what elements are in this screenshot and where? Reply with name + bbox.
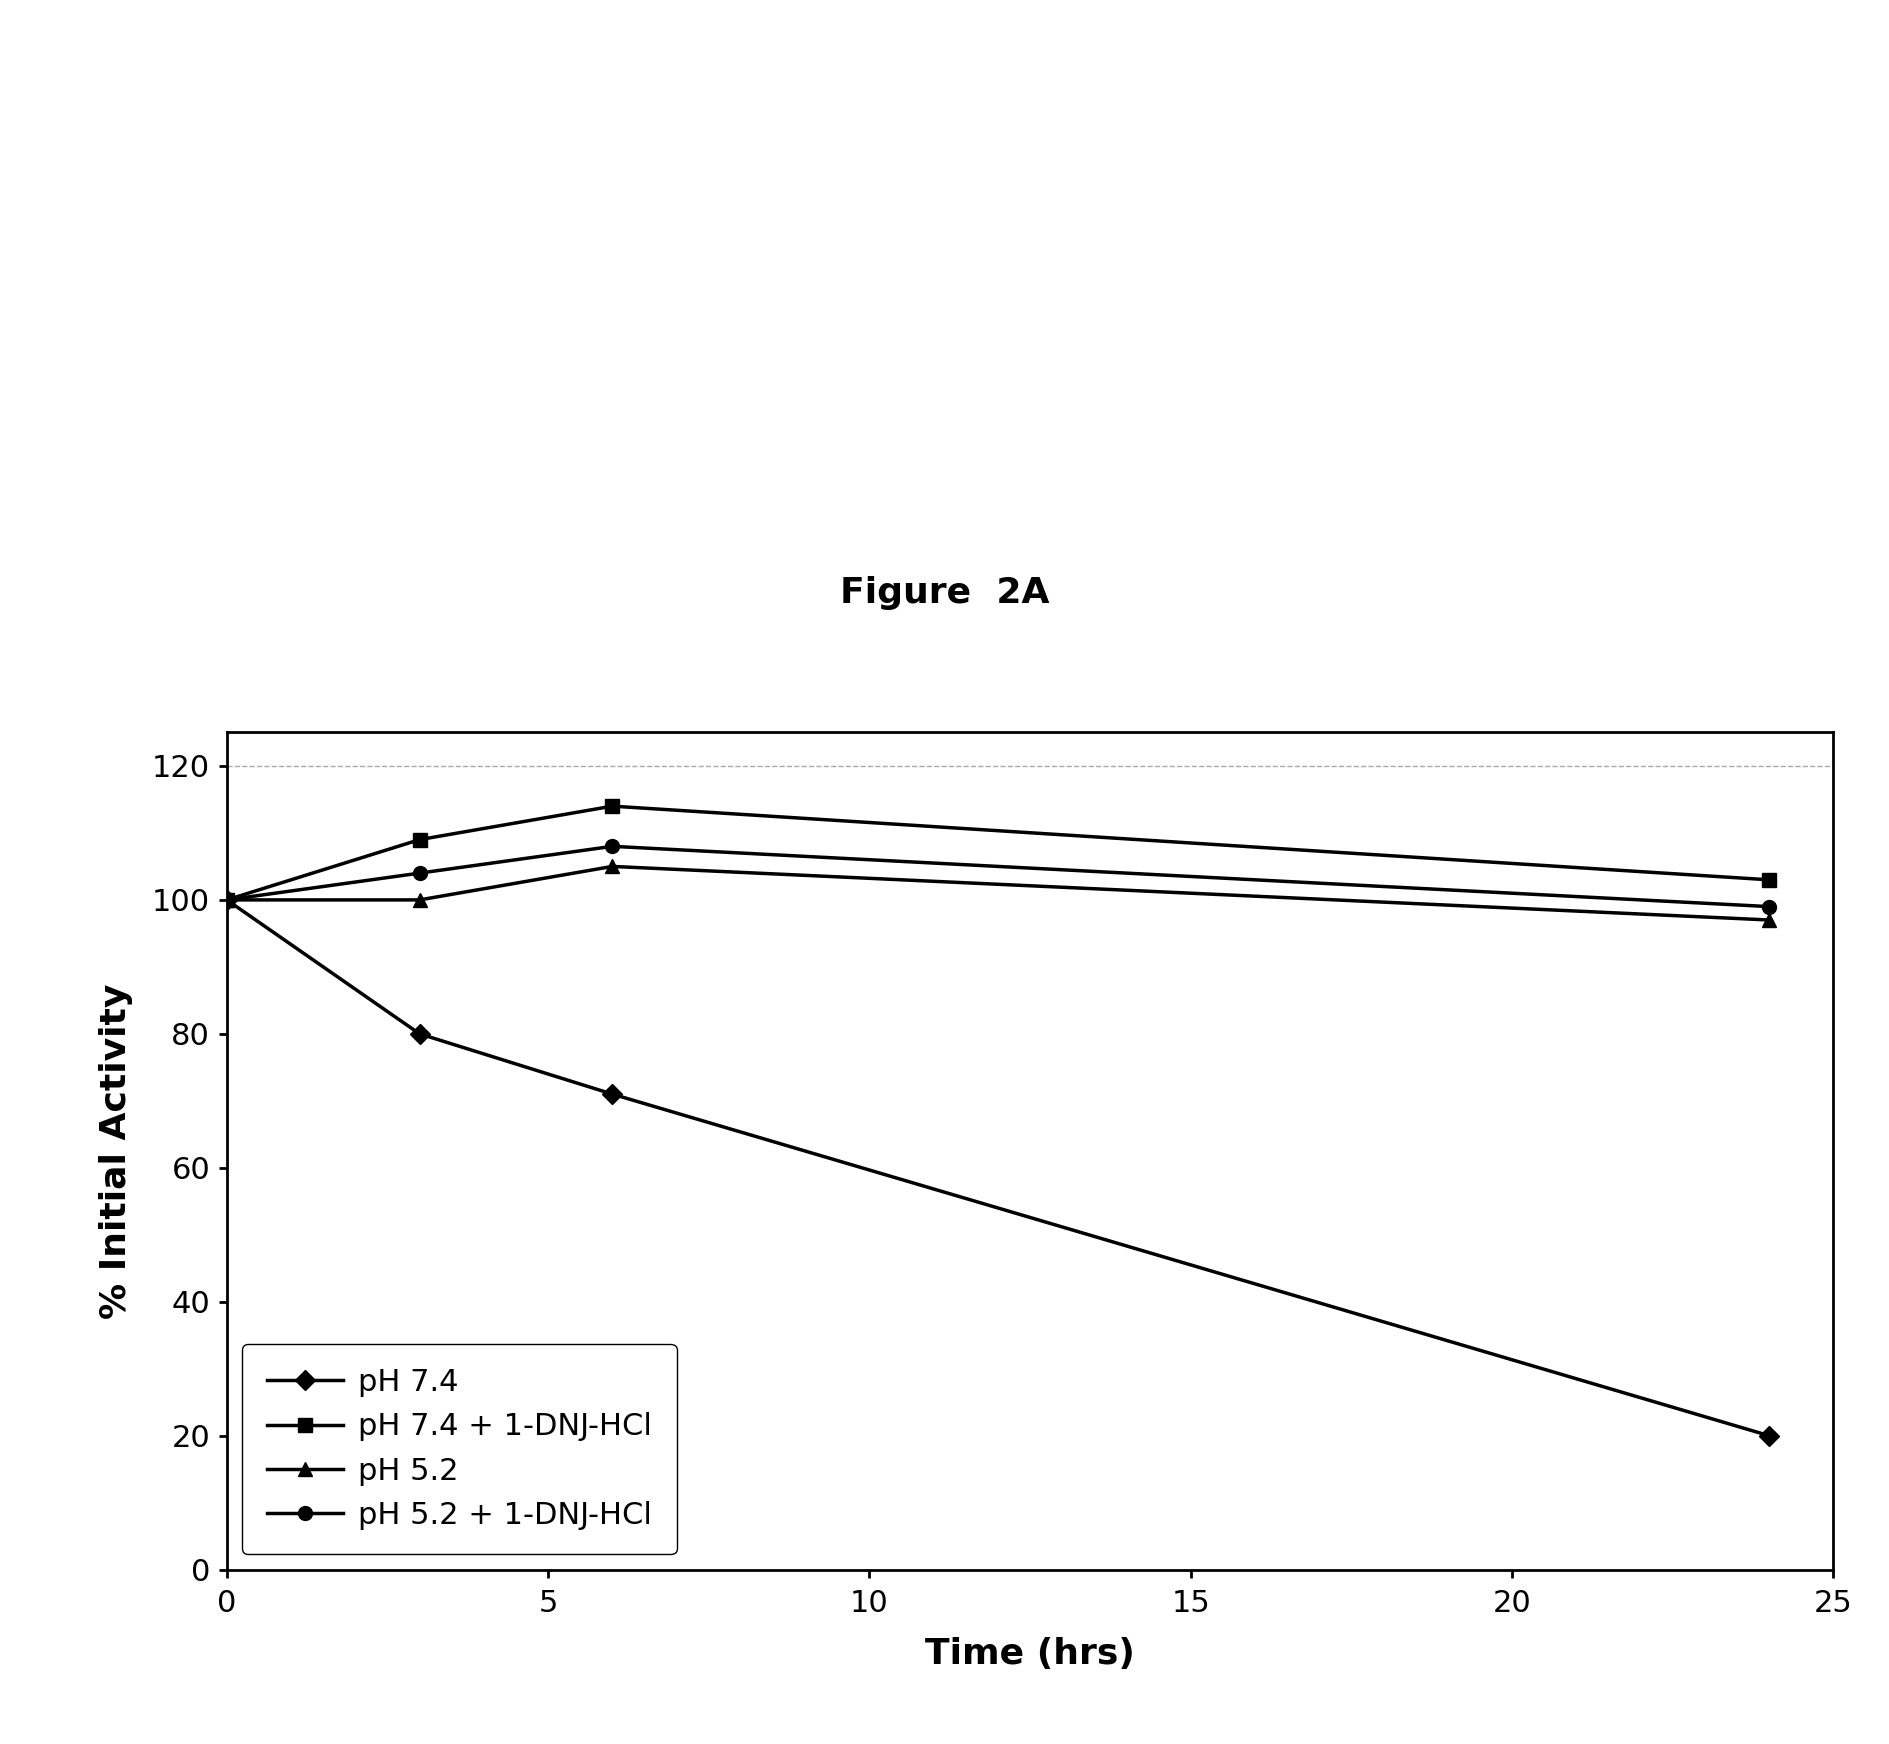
- Line: pH 5.2 + 1-DNJ-HCl: pH 5.2 + 1-DNJ-HCl: [219, 839, 1776, 914]
- Legend: pH 7.4, pH 7.4 + 1-DNJ-HCl, pH 5.2, pH 5.2 + 1-DNJ-HCl: pH 7.4, pH 7.4 + 1-DNJ-HCl, pH 5.2, pH 5…: [242, 1343, 676, 1554]
- pH 7.4: [215, 889, 238, 910]
- pH 7.4 + 1-DNJ-HCl: [601, 795, 623, 816]
- pH 5.2: [215, 889, 238, 910]
- pH 7.4 + 1-DNJ-HCl: [215, 889, 238, 910]
- pH 7.4 + 1-DNJ-HCl: [1757, 869, 1779, 889]
- Line: pH 5.2: pH 5.2: [219, 860, 1776, 928]
- Line: pH 7.4: pH 7.4: [219, 893, 1776, 1442]
- pH 7.4: [1757, 1425, 1779, 1446]
- X-axis label: Time (hrs): Time (hrs): [924, 1638, 1135, 1671]
- pH 5.2: [408, 889, 431, 910]
- pH 7.4: [408, 1024, 431, 1045]
- Text: Figure  2A: Figure 2A: [841, 577, 1048, 610]
- Y-axis label: % Initial Activity: % Initial Activity: [98, 984, 132, 1318]
- pH 5.2: [601, 856, 623, 877]
- Line: pH 7.4 + 1-DNJ-HCl: pH 7.4 + 1-DNJ-HCl: [219, 799, 1776, 907]
- pH 5.2 + 1-DNJ-HCl: [215, 889, 238, 910]
- pH 5.2 + 1-DNJ-HCl: [1757, 896, 1779, 917]
- pH 5.2: [1757, 910, 1779, 931]
- pH 7.4: [601, 1083, 623, 1104]
- pH 5.2 + 1-DNJ-HCl: [601, 835, 623, 856]
- pH 5.2 + 1-DNJ-HCl: [408, 863, 431, 884]
- pH 7.4 + 1-DNJ-HCl: [408, 828, 431, 849]
